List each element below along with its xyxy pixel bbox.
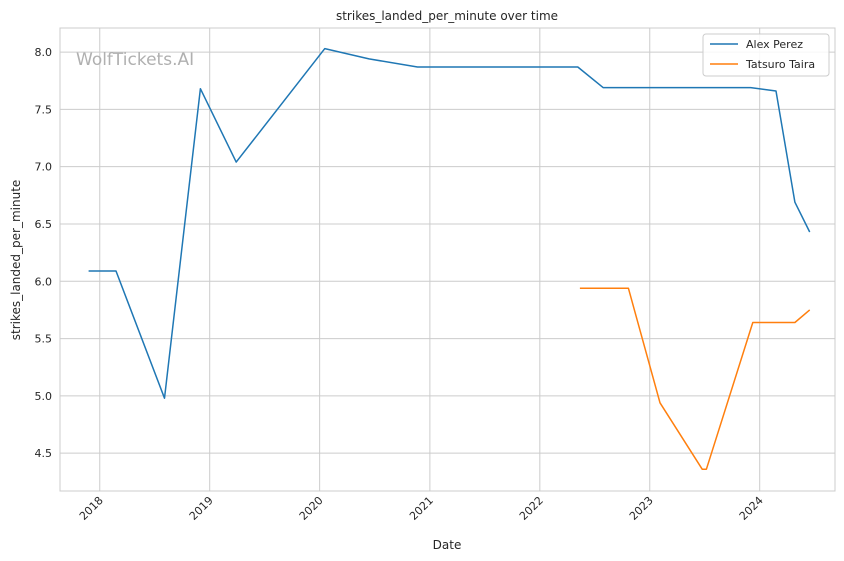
chart-title: strikes_landed_per_minute over time	[336, 9, 558, 23]
x-tick-label: 2022	[517, 494, 546, 523]
legend: Alex Perez Tatsuro Taira	[702, 33, 830, 77]
x-axis-label: Date	[433, 538, 462, 552]
legend-label-alex-perez: Alex Perez	[746, 38, 803, 51]
legend-label-tatsuro-taira: Tatsuro Taira	[745, 58, 815, 71]
x-tick-labels: 2018 2019 2020 2021 2022 2023 2024	[77, 494, 766, 523]
y-tick-label: 5.0	[35, 390, 53, 403]
x-tick-label: 2024	[737, 494, 766, 523]
y-tick-label: 7.0	[35, 161, 53, 174]
y-tick-label: 8.0	[35, 46, 53, 59]
x-tick-label: 2020	[297, 494, 326, 523]
watermark: WolfTickets.AI	[76, 50, 194, 70]
x-tick-label: 2021	[407, 494, 436, 523]
series-line-tatsuro-taira	[579, 287, 811, 470]
series-layer	[88, 47, 811, 470]
y-tick-labels: 4.5 5.0 5.5 6.0 6.5 7.0 7.5 8.0	[35, 46, 53, 460]
x-tick-label: 2018	[77, 494, 106, 523]
y-axis-label: strikes_landed_per_minute	[9, 180, 23, 341]
series-line-alex-perez	[88, 47, 811, 399]
x-gridlines	[99, 28, 761, 491]
plot-background	[59, 27, 836, 492]
x-tick-label: 2023	[627, 494, 656, 523]
y-tick-label: 7.5	[35, 103, 53, 116]
y-tick-label: 4.5	[35, 447, 53, 460]
x-tick-label: 2019	[187, 494, 216, 523]
y-tick-label: 5.5	[35, 333, 53, 346]
y-tick-label: 6.0	[35, 275, 53, 288]
y-gridlines	[60, 51, 835, 454]
y-tick-label: 6.5	[35, 218, 53, 231]
